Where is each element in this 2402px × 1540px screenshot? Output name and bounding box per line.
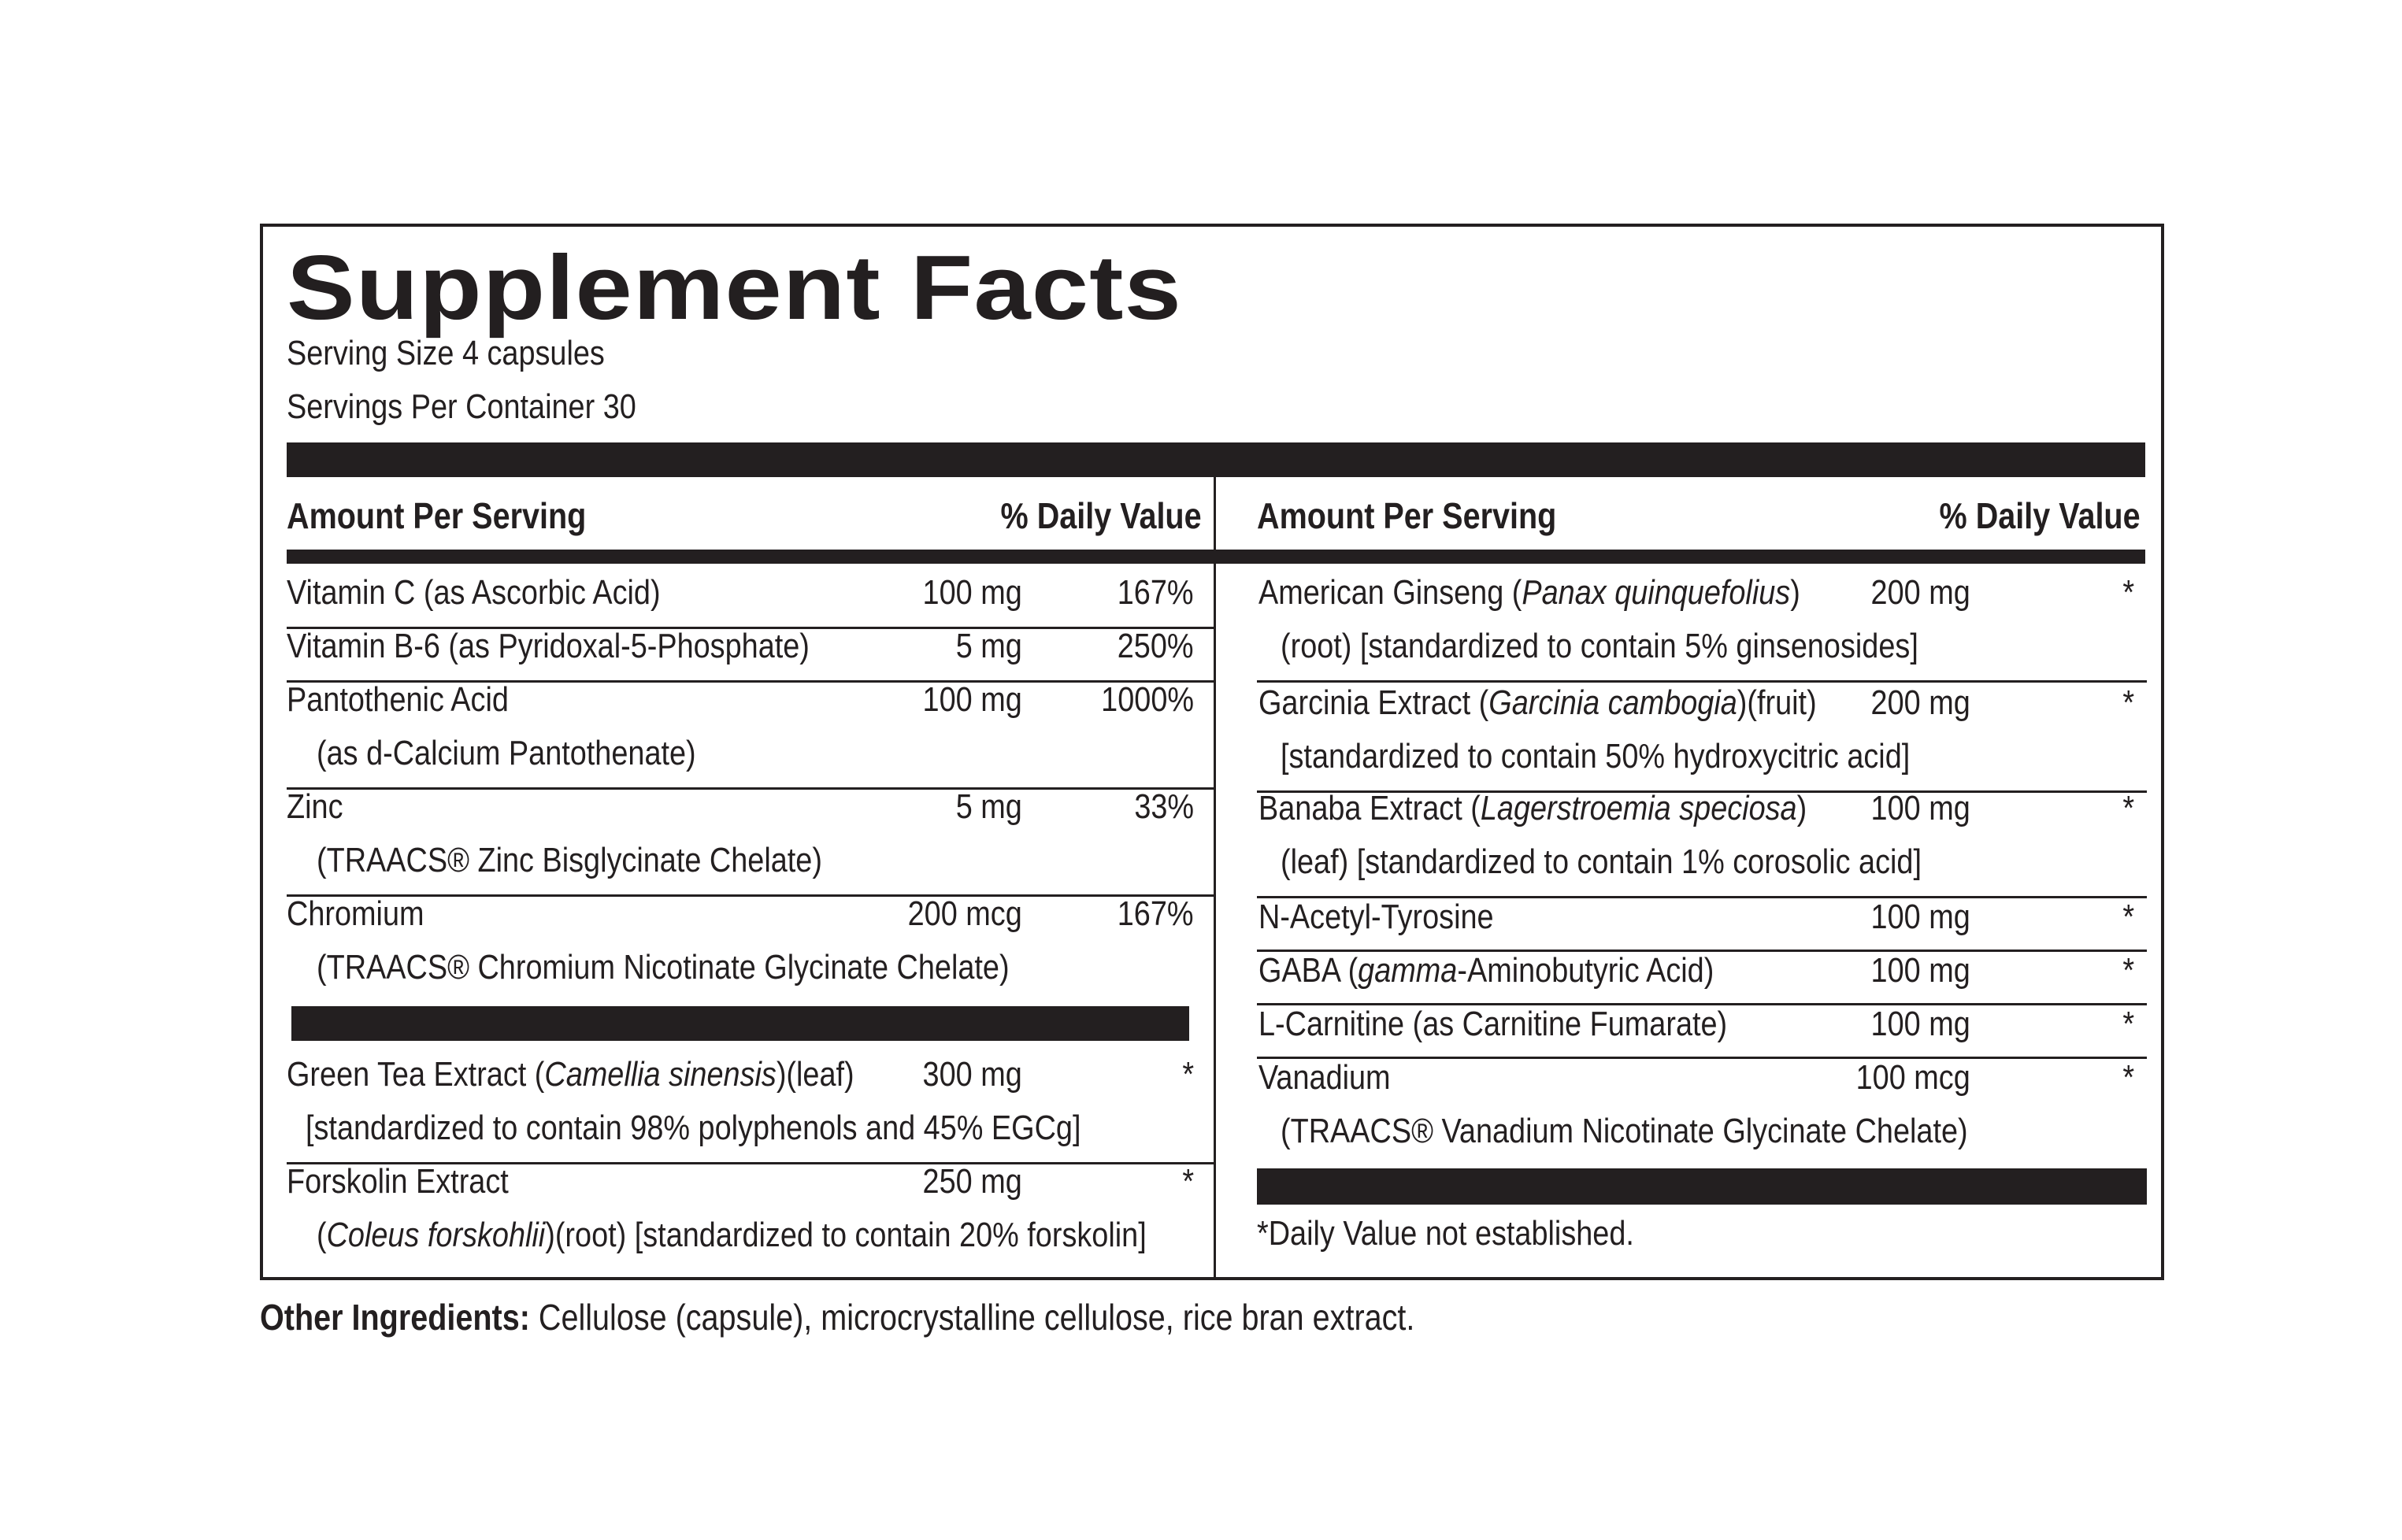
left-header-amount: Amount Per Serving	[287, 495, 587, 536]
row-separator	[287, 627, 1214, 629]
row-separator	[287, 680, 1214, 683]
top-thick-bar	[287, 442, 2145, 477]
left-header-dv: % Daily Value	[1000, 495, 1202, 536]
footnote: *Daily Value not established.	[1257, 1214, 1634, 1253]
left-header-bar	[287, 550, 1214, 564]
row-separator	[287, 894, 1214, 897]
row-separator	[1257, 896, 2147, 898]
right-header-amount: Amount Per Serving	[1257, 495, 1557, 536]
serving-size: Serving Size 4 capsules	[287, 334, 605, 372]
servings-per-container: Servings Per Container 30	[287, 387, 636, 426]
row-separator	[1257, 1057, 2147, 1059]
row-separator	[1257, 790, 2147, 793]
right-bottom-bar	[1257, 1168, 2147, 1205]
row-separator	[1257, 1003, 2147, 1005]
row-separator	[287, 787, 1214, 790]
other-ingredients: Other Ingredients: Cellulose (capsule), …	[260, 1296, 1414, 1338]
row-separator	[287, 1162, 1214, 1164]
panel-title: Supplement Facts	[287, 236, 1182, 339]
right-header-bar	[1216, 550, 2145, 564]
column-divider	[1214, 477, 1216, 1280]
other-ingredients-label: Other Ingredients:	[260, 1297, 530, 1338]
other-ingredients-text: Cellulose (capsule), microcrystalline ce…	[529, 1297, 1415, 1338]
row-separator	[1257, 680, 2147, 683]
right-header-dv: % Daily Value	[1939, 495, 2141, 536]
left-mid-bar	[291, 1006, 1189, 1041]
row-separator	[1257, 950, 2147, 952]
supplement-facts-panel: Supplement Facts Serving Size 4 capsules…	[260, 224, 2164, 1280]
